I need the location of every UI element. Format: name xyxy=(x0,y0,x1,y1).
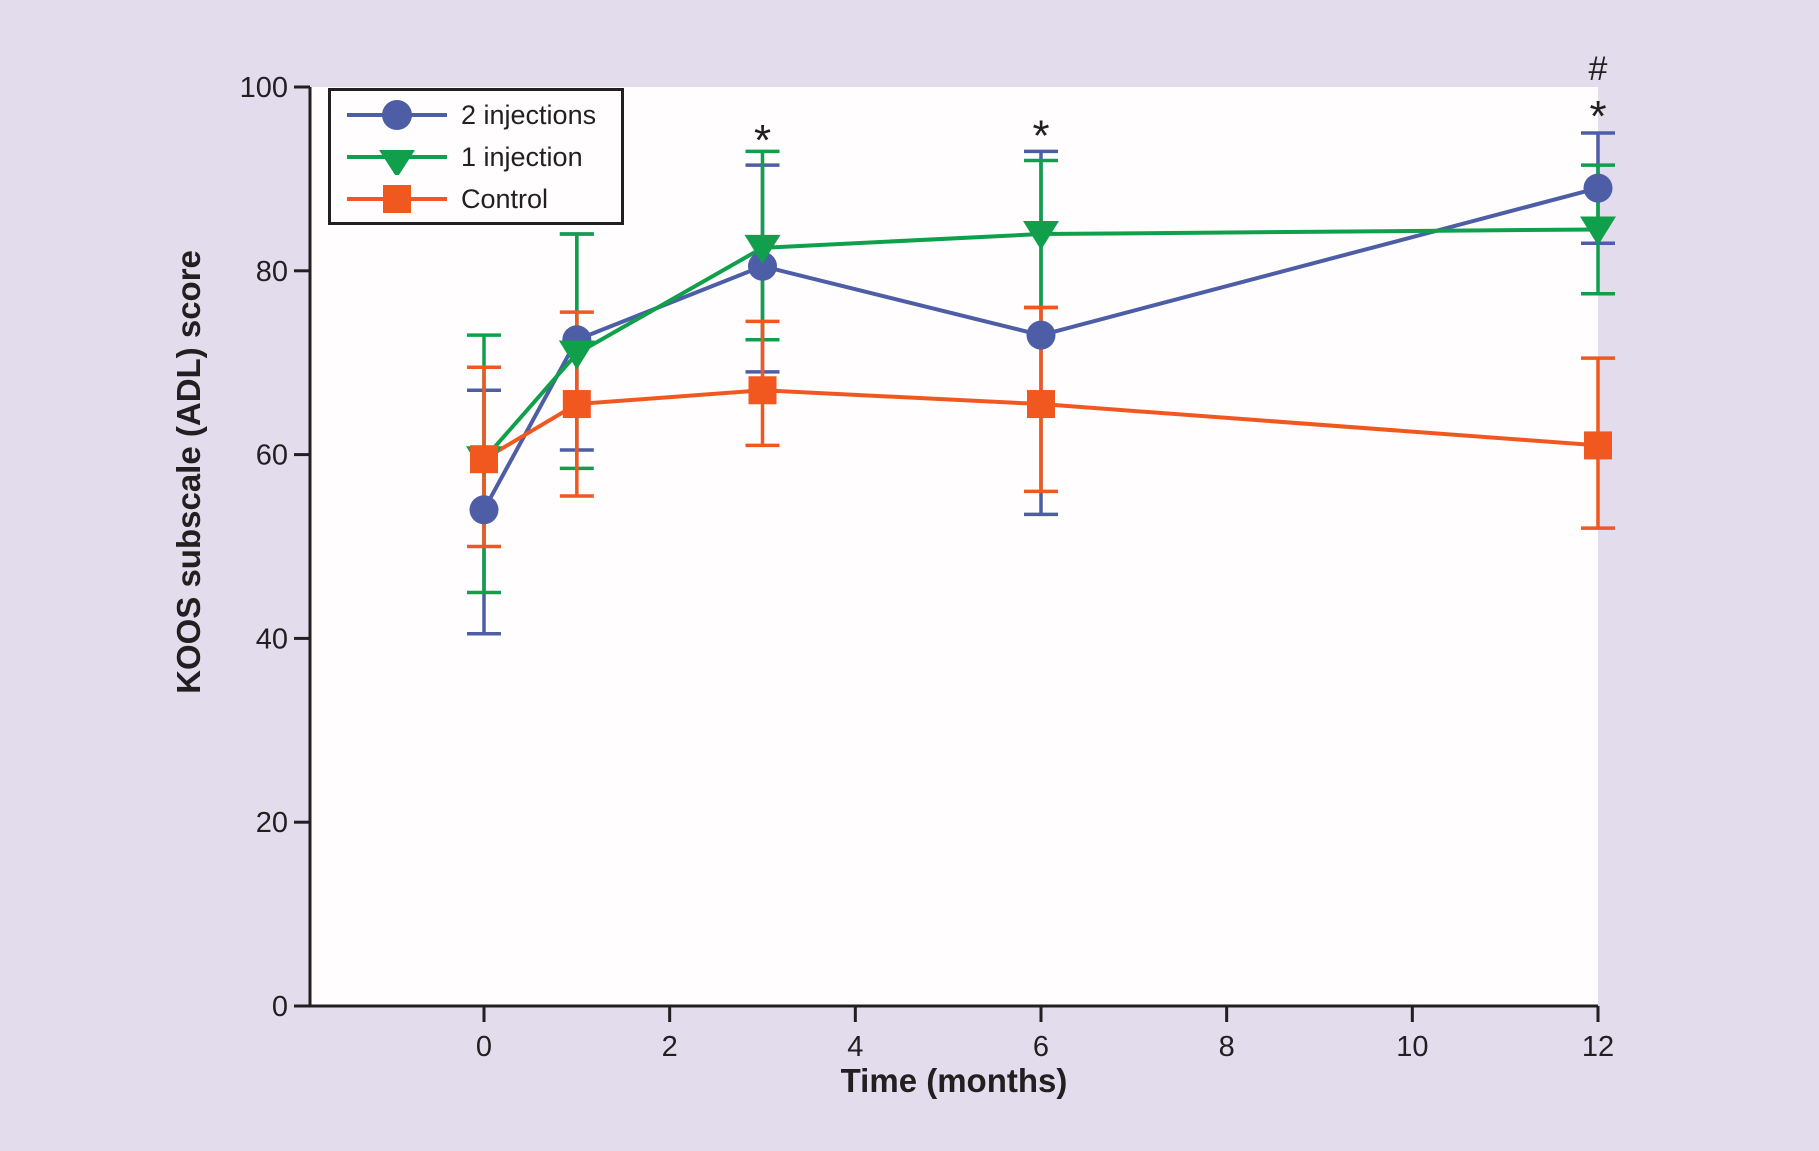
x-tick-label: 2 xyxy=(662,1031,678,1063)
significance-annotation: * xyxy=(1589,92,1606,141)
data-point-marker xyxy=(469,495,499,525)
legend-label: 2 injections xyxy=(461,99,597,130)
y-tick-label: 100 xyxy=(240,72,288,104)
data-point-marker xyxy=(1027,390,1055,419)
data-point-marker xyxy=(748,251,777,281)
significance-annotation: * xyxy=(1032,111,1049,160)
legend-item-1-injection: 1 injection xyxy=(331,136,621,178)
data-point-marker xyxy=(470,445,498,474)
legend-label: 1 injection xyxy=(461,141,583,172)
data-point-marker xyxy=(748,376,777,405)
x-tick-label: 8 xyxy=(1219,1031,1235,1063)
legend-item-control: Control xyxy=(331,178,621,220)
y-tick-label: 40 xyxy=(256,623,288,655)
data-point-marker xyxy=(562,390,591,419)
legend-label: Control xyxy=(461,183,549,214)
data-point-marker xyxy=(1580,216,1616,246)
square-marker-icon xyxy=(347,185,447,213)
significance-annotation: # xyxy=(1589,50,1608,88)
x-tick-label: 4 xyxy=(847,1031,863,1063)
data-point-marker xyxy=(744,234,781,264)
x-tick-label: 6 xyxy=(1033,1031,1049,1063)
data-point-marker xyxy=(1026,320,1056,350)
y-tick-label: 60 xyxy=(256,440,288,472)
data-point-marker xyxy=(558,340,595,370)
data-point-marker xyxy=(1584,431,1612,460)
data-point-marker xyxy=(1023,221,1059,251)
x-tick-label: 0 xyxy=(476,1031,492,1063)
y-tick-label: 80 xyxy=(256,256,288,288)
x-tick-label: 12 xyxy=(1582,1031,1614,1063)
significance-annotation: * xyxy=(754,116,771,165)
triangle-down-marker-icon xyxy=(347,150,447,175)
y-axis-title: KOOS subscale (ADL) score xyxy=(170,250,207,694)
legend: 2 injections 1 injection Control xyxy=(328,88,624,225)
circle-marker-icon xyxy=(347,100,447,130)
y-tick-label: 0 xyxy=(272,991,288,1023)
x-axis-title: Time (months) xyxy=(841,1062,1068,1099)
data-point-marker xyxy=(1583,173,1613,203)
x-tick-label: 10 xyxy=(1396,1031,1428,1063)
y-tick-label: 20 xyxy=(256,807,288,839)
legend-item-2-injections: 2 injections xyxy=(331,94,621,136)
